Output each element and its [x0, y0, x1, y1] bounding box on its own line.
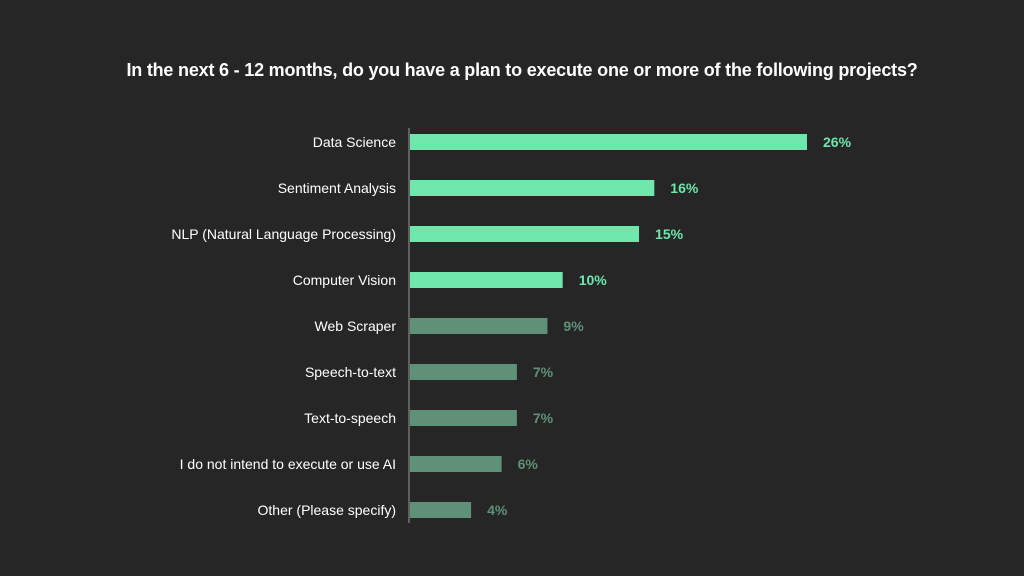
bar	[410, 134, 807, 150]
bar	[410, 410, 517, 426]
bar	[410, 318, 548, 334]
value-label: 9%	[563, 318, 584, 334]
category-label: Other (Please specify)	[258, 502, 397, 518]
value-label: 26%	[823, 134, 852, 150]
category-label: Data Science	[313, 134, 396, 150]
category-label: Sentiment Analysis	[278, 180, 396, 196]
bar	[410, 502, 472, 518]
category-label: Web Scraper	[315, 318, 397, 334]
chart-title: In the next 6 - 12 months, do you have a…	[126, 60, 918, 80]
bar	[410, 456, 502, 472]
category-label: Text-to-speech	[304, 410, 396, 426]
value-label: 16%	[670, 180, 699, 196]
category-label: Computer Vision	[293, 272, 396, 288]
value-label: 7%	[533, 364, 554, 380]
category-label: NLP (Natural Language Processing)	[171, 226, 396, 242]
bar	[410, 180, 655, 196]
category-label: Speech-to-text	[305, 364, 396, 380]
value-label: 7%	[533, 410, 554, 426]
value-label: 4%	[487, 502, 508, 518]
value-label: 10%	[579, 272, 608, 288]
bar	[410, 364, 517, 380]
value-label: 6%	[518, 456, 539, 472]
value-label: 15%	[655, 226, 684, 242]
bar	[410, 272, 563, 288]
bars-group: Data Science 26% Sentiment Analysis 16% NLP …	[171, 134, 852, 518]
bar	[410, 226, 640, 242]
category-label: I do not intend to execute or use AI	[180, 456, 396, 472]
